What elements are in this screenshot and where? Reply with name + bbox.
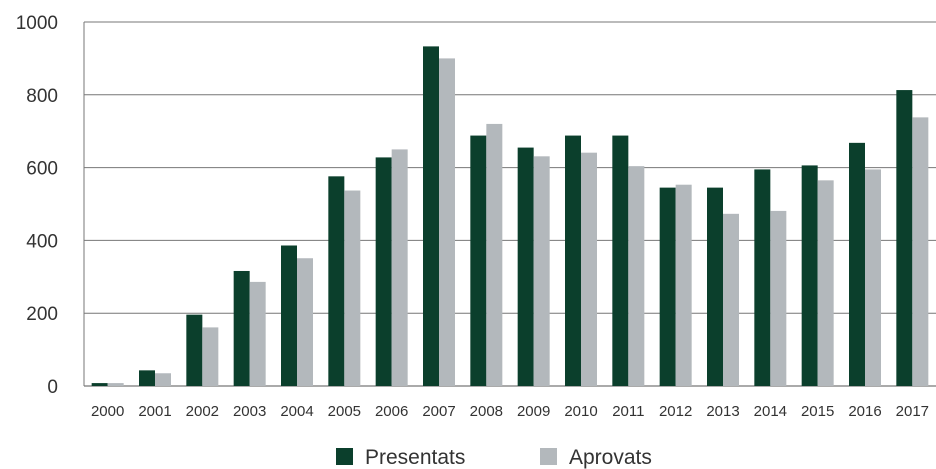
x-tick-label: 2008 bbox=[470, 403, 503, 420]
legend-swatch-aprovats bbox=[540, 448, 557, 465]
y-tick-label: 200 bbox=[26, 304, 58, 325]
bar-presentats-2001 bbox=[139, 370, 155, 386]
bar-aprovats-2014 bbox=[770, 210, 787, 386]
x-tick-label: 2007 bbox=[422, 403, 455, 420]
y-tick-label: 1000 bbox=[16, 13, 58, 34]
bar-aprovats-2006 bbox=[391, 149, 408, 386]
x-tick-label: 2016 bbox=[848, 403, 881, 420]
legend-swatch-presentats bbox=[336, 448, 353, 465]
bar-aprovats-2017 bbox=[912, 117, 929, 387]
bar-aprovats-2004 bbox=[297, 258, 313, 386]
bar-aprovats-2001 bbox=[155, 373, 171, 386]
y-tick-label: 800 bbox=[26, 86, 58, 107]
bar-presentats-2000 bbox=[91, 383, 108, 386]
bar-aprovats-2016 bbox=[865, 169, 881, 386]
x-tick-label: 2002 bbox=[186, 403, 219, 420]
bar-aprovats-2005 bbox=[344, 190, 361, 386]
bar-presentats-2014 bbox=[754, 169, 771, 386]
x-tick-label: 2017 bbox=[896, 403, 929, 420]
x-tick-label: 2005 bbox=[328, 403, 361, 420]
bar-aprovats-2012 bbox=[675, 184, 692, 386]
bar-aprovats-2008 bbox=[486, 123, 503, 387]
y-axis-tick-labels: 0 200 400 600 800 1000 bbox=[16, 13, 58, 398]
bar-presentats-2016 bbox=[849, 142, 865, 386]
x-tick-label: 2014 bbox=[754, 403, 787, 420]
bar-presentats-2010 bbox=[565, 135, 581, 386]
y-tick-label: 400 bbox=[26, 231, 58, 252]
x-axis-tick-labels: 2000 2001 2002 2003 2004 2005 2006 2007 2008 2009… bbox=[91, 403, 929, 420]
bar-presentats-2008 bbox=[470, 135, 487, 386]
bar-presentats-2006 bbox=[375, 157, 392, 386]
legend-label-presentats: Presentats bbox=[365, 446, 465, 469]
legend-label-aprovats: Aprovats bbox=[569, 446, 652, 469]
bar-presentats-2002 bbox=[186, 314, 203, 386]
bar-aprovats-2015 bbox=[817, 180, 834, 386]
bar-presentats-2007 bbox=[423, 46, 439, 386]
bar-presentats-2015 bbox=[801, 165, 818, 386]
x-tick-label: 2006 bbox=[375, 403, 408, 420]
bar-aprovats-2002 bbox=[202, 327, 219, 386]
x-tick-label: 2009 bbox=[517, 403, 550, 420]
x-tick-label: 2001 bbox=[138, 403, 171, 420]
bar-presentats-2009 bbox=[517, 147, 534, 386]
x-tick-label: 2010 bbox=[564, 403, 597, 420]
bar-presentats-2013 bbox=[707, 187, 723, 386]
legend: Presentats Aprovats bbox=[336, 446, 652, 469]
bar-presentats-2011 bbox=[612, 135, 629, 386]
bar-aprovats-2007 bbox=[439, 58, 455, 387]
x-tick-label: 2015 bbox=[801, 403, 834, 420]
bar-presentats-2012 bbox=[659, 187, 676, 386]
bar-presentats-2005 bbox=[328, 176, 345, 386]
x-tick-label: 2013 bbox=[706, 403, 739, 420]
x-tick-label: 2011 bbox=[612, 403, 644, 420]
bars bbox=[91, 46, 929, 387]
x-tick-label: 2000 bbox=[91, 403, 124, 420]
bar-aprovats-2000 bbox=[107, 383, 124, 386]
y-tick-label: 0 bbox=[47, 377, 58, 398]
bar-presentats-2003 bbox=[233, 270, 250, 386]
bar-aprovats-2013 bbox=[723, 213, 739, 386]
bar-aprovats-2010 bbox=[581, 152, 597, 386]
grid-lines bbox=[83, 21, 936, 387]
bar-presentats-2004 bbox=[281, 245, 297, 386]
x-tick-label: 2004 bbox=[280, 403, 313, 420]
bar-aprovats-2009 bbox=[533, 156, 550, 386]
bar-aprovats-2003 bbox=[249, 281, 266, 386]
y-tick-label: 600 bbox=[26, 159, 58, 180]
x-tick-label: 2012 bbox=[659, 403, 692, 420]
x-tick-label: 2003 bbox=[233, 403, 266, 420]
bar-presentats-2017 bbox=[896, 90, 913, 387]
bar-aprovats-2011 bbox=[628, 166, 645, 386]
